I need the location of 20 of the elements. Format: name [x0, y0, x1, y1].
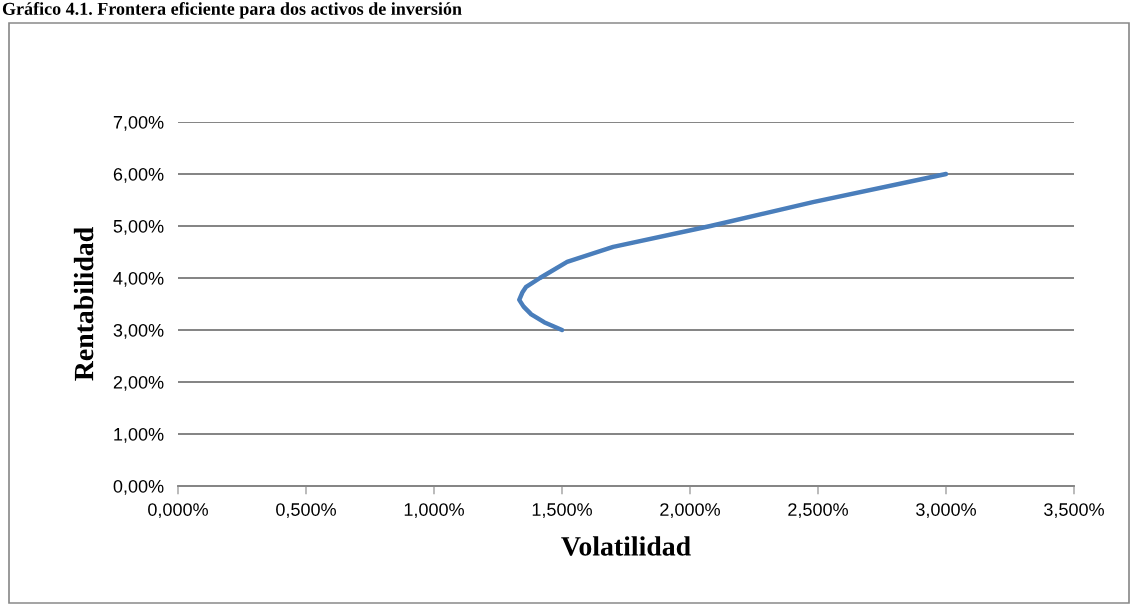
x-tick-label: 1,000%	[404, 503, 464, 519]
y-tick-label: 4,00%	[113, 271, 164, 287]
x-tick-label: 3,000%	[916, 503, 976, 519]
y-tick-label: 6,00%	[113, 167, 164, 183]
x-tick-label: 0,500%	[276, 503, 336, 519]
x-axis-title: Volatilidad	[561, 536, 691, 556]
y-tick-label: 0,00%	[113, 479, 164, 495]
x-tick-label: 2,500%	[788, 503, 848, 519]
y-tick-label: 7,00%	[113, 115, 164, 131]
x-tick-label: 0,000%	[148, 503, 208, 519]
y-tick-label: 3,00%	[113, 323, 164, 339]
line-series	[517, 171, 949, 333]
y-tick-label: 2,00%	[113, 375, 164, 391]
x-tick-label: 3,500%	[1044, 503, 1104, 519]
y-tick-label: 1,00%	[114, 427, 164, 443]
y-axis-title: Rentabilidad	[73, 227, 94, 381]
x-tick-label: 1,500%	[532, 503, 592, 519]
y-tick-label: 5,00%	[113, 219, 164, 235]
chart-title: Gráfico 4.1. Frontera eficiente para dos activos de inversión	[2, 2, 462, 19]
x-tick-label: 2,000%	[660, 503, 720, 519]
